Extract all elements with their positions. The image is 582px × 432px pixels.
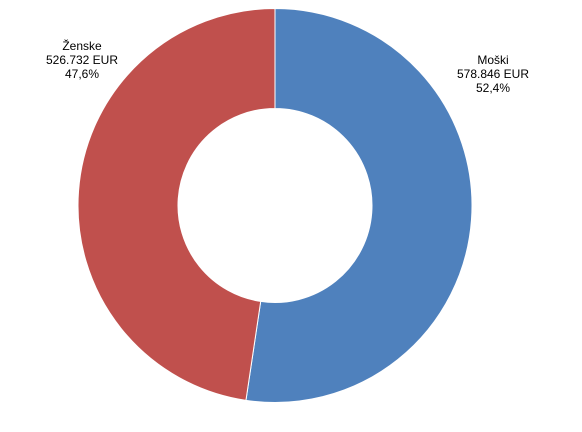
category-label: Ženske bbox=[62, 38, 102, 53]
category-label: Moški bbox=[477, 53, 508, 67]
value-label: 578.846 EUR bbox=[457, 67, 529, 81]
percentage-label: 52,4% bbox=[476, 81, 510, 95]
slice bbox=[245, 7, 473, 403]
value-label: 526.732 EUR bbox=[46, 53, 118, 67]
percentage-label: 47,6% bbox=[65, 67, 99, 81]
slice bbox=[77, 7, 276, 401]
slices bbox=[77, 7, 473, 403]
